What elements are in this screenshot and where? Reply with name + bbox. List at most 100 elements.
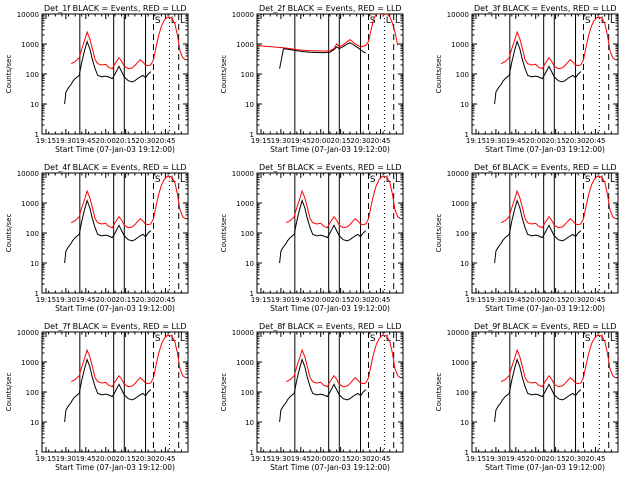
panel-title: Det_1f BLACK = Events, RED = LLD [44,4,187,13]
panel-title: Det_3f BLACK = Events, RED = LLD [474,4,617,13]
marker-letter: L [610,334,615,344]
x-tick-label: 19:45 [506,455,526,463]
y-tick-label: 10000 [17,170,39,178]
marker-letter: S [370,175,376,185]
lld-series-line [70,16,186,70]
y-tick-label: 1 [35,290,39,298]
marker-letter: S [155,175,161,185]
y-tick-label: 10000 [447,11,469,19]
marker-letter: L [610,175,615,185]
x-tick-label: 20:15 [116,296,136,304]
x-tick-label: 20:00 [311,455,331,463]
x-tick-label: 19:30 [271,455,291,463]
chart-panel-5: Det_5f BLACK = Events, RED = LLD 1 10 100 10… [220,163,404,313]
x-tick-label: 20:00 [311,137,331,145]
x-tick-label: 20:15 [331,137,351,145]
x-tick-label: 20:45 [155,137,175,145]
y-tick-label: 1000 [236,359,254,367]
y-tick-label: 100 [26,389,39,397]
x-tick-label: 19:45 [76,137,96,145]
events-series-line [64,358,152,423]
y-tick-label: 100 [241,389,254,397]
x-tick-label: 20:30 [350,296,370,304]
y-axis-label: Counts/sec [5,214,13,253]
lld-series-line [500,334,616,388]
x-axis-label: Start Time (07-Jan-03 19:12:00) [55,145,175,154]
lld-series-line [285,175,401,229]
y-tick-label: 10 [460,260,469,268]
chart-panel-3: Det_3f BLACK = Events, RED = LLD 1 10 100 10… [435,4,619,154]
y-tick-label: 10 [460,419,469,427]
y-tick-label: 1000 [21,359,39,367]
y-tick-label: 10000 [17,329,39,337]
x-tick-label: 20:15 [546,296,566,304]
y-tick-label: 1000 [451,359,469,367]
x-tick-label: 20:45 [585,296,605,304]
panel-title: Det_7f BLACK = Events, RED = LLD [44,322,187,331]
x-tick-label: 20:15 [116,455,136,463]
x-axis-label: Start Time (07-Jan-03 19:12:00) [55,463,175,472]
x-tick-label: 19:15 [466,296,486,304]
y-tick-label: 10 [245,101,254,109]
y-axis-label: Counts/sec [435,373,443,412]
marker-letter: S [585,334,591,344]
x-tick-label: 19:30 [486,455,506,463]
x-tick-label: 20:30 [135,137,155,145]
y-tick-label: 100 [26,71,39,79]
x-tick-label: 19:45 [506,296,526,304]
x-tick-label: 20:30 [135,455,155,463]
x-tick-label: 19:45 [76,455,96,463]
y-tick-label: 1 [250,131,254,139]
x-tick-label: 20:00 [96,137,116,145]
y-tick-label: 10000 [447,329,469,337]
x-tick-label: 20:45 [370,296,390,304]
y-tick-label: 10000 [17,11,39,19]
x-tick-label: 20:15 [331,455,351,463]
x-axis-label: Start Time (07-Jan-03 19:12:00) [485,463,605,472]
y-tick-label: 10 [30,101,39,109]
marker-letter: S [585,175,591,185]
marker-letter: S [585,16,591,26]
y-tick-label: 100 [456,389,469,397]
y-tick-label: 100 [26,230,39,238]
x-tick-label: 19:30 [271,296,291,304]
y-tick-label: 10 [30,260,39,268]
x-axis-label: Start Time (07-Jan-03 19:12:00) [55,304,175,313]
y-tick-label: 1 [250,290,254,298]
x-tick-label: 20:00 [526,296,546,304]
chart-panel-4: Det_4f BLACK = Events, RED = LLD 1 10 100 10… [5,163,189,313]
x-tick-label: 20:00 [96,296,116,304]
y-tick-label: 1000 [21,200,39,208]
marker-letter: L [395,334,400,344]
x-tick-label: 20:30 [350,137,370,145]
y-tick-label: 100 [241,230,254,238]
chart-panel-2: Det_2f BLACK = Events, RED = LLD 1 10 100 10… [220,4,404,154]
x-tick-label: 19:15 [36,296,56,304]
x-tick-label: 20:15 [546,137,566,145]
x-axis-label: Start Time (07-Jan-03 19:12:00) [270,145,390,154]
y-tick-label: 1 [35,131,39,139]
events-series-line [494,40,582,105]
x-tick-label: 19:30 [486,137,506,145]
x-tick-label: 19:15 [466,455,486,463]
panel-title: Det_8f BLACK = Events, RED = LLD [259,322,402,331]
x-tick-label: 19:15 [36,137,56,145]
x-tick-label: 20:45 [155,296,175,304]
plot-frame [256,13,404,135]
y-tick-label: 1 [250,449,254,457]
x-tick-label: 19:30 [56,455,76,463]
x-axis-label: Start Time (07-Jan-03 19:12:00) [485,145,605,154]
x-tick-label: 20:00 [96,455,116,463]
x-tick-label: 20:30 [565,296,585,304]
lld-series-line [70,175,186,229]
x-axis-label: Start Time (07-Jan-03 19:12:00) [485,304,605,313]
y-axis-label: Counts/sec [220,373,228,412]
marker-letter: L [180,334,185,344]
y-tick-label: 1000 [21,41,39,49]
panel-title: Det_9f BLACK = Events, RED = LLD [474,322,617,331]
marker-letter: L [395,175,400,185]
x-tick-label: 20:00 [526,455,546,463]
y-tick-label: 10 [245,260,254,268]
x-tick-label: 20:45 [585,137,605,145]
y-tick-label: 100 [241,71,254,79]
